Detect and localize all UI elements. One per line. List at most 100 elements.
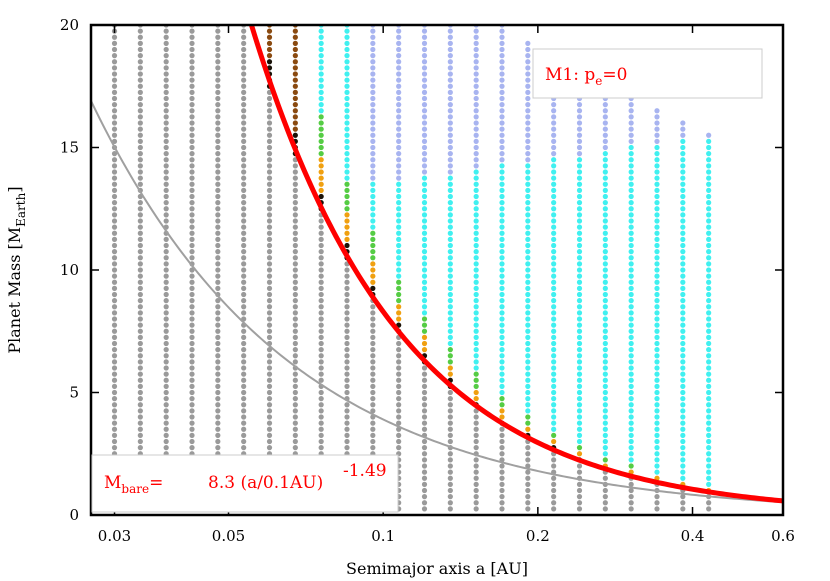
- grid-point: [576, 151, 583, 157]
- grid-point: [576, 500, 583, 506]
- grid-point: [473, 144, 479, 151]
- grid-point: [215, 200, 221, 206]
- grid-point: [318, 359, 324, 365]
- grid-point: [499, 102, 505, 108]
- grid-point: [318, 389, 324, 396]
- grid-point: [344, 371, 350, 377]
- grid-point: [447, 298, 453, 304]
- y-tick-label: 15: [60, 139, 79, 157]
- grid-point: [525, 59, 531, 65]
- grid-point: [654, 457, 660, 463]
- grid-point: [215, 46, 221, 53]
- grid-point: [473, 89, 479, 95]
- grid-point: [292, 53, 298, 59]
- grid-point: [189, 304, 195, 310]
- grid-point: [189, 383, 195, 389]
- grid-point: [499, 304, 505, 310]
- grid-point: [344, 432, 350, 438]
- grid-point: [551, 347, 557, 353]
- grid-point: [396, 359, 402, 365]
- grid-point: [137, 65, 143, 71]
- grid-point: [421, 469, 428, 475]
- y-tick-label: 10: [60, 261, 79, 279]
- grid-point: [654, 151, 660, 157]
- grid-point: [551, 365, 557, 371]
- grid-point: [266, 200, 273, 206]
- grid-point: [473, 432, 479, 438]
- grid-point: [241, 402, 247, 408]
- grid-point: [551, 236, 557, 242]
- grid-point: [344, 414, 350, 420]
- legend-top-right: M1: pe=0: [532, 48, 763, 99]
- grid-point: [654, 408, 660, 414]
- grid-point: [215, 438, 221, 445]
- grid-point: [215, 420, 221, 426]
- grid-point: [111, 310, 118, 316]
- grid-point: [189, 328, 195, 334]
- grid-point: [654, 114, 660, 120]
- grid-point: [370, 438, 376, 445]
- grid-point: [628, 426, 634, 432]
- grid-point: [525, 77, 531, 83]
- grid-point: [706, 236, 712, 242]
- grid-point: [370, 132, 376, 138]
- grid-point: [370, 102, 376, 108]
- grid-point: [318, 304, 324, 310]
- grid-point: [344, 169, 350, 175]
- grid-point: [111, 89, 118, 95]
- grid-point: [525, 114, 531, 120]
- grid-point: [551, 120, 557, 126]
- grid-point: [628, 261, 634, 267]
- grid-point: [473, 163, 479, 169]
- grid-point: [628, 359, 634, 365]
- grid-point: [111, 40, 118, 46]
- grid-point: [318, 114, 324, 120]
- grid-point: [551, 420, 557, 426]
- grid-point: [525, 316, 531, 322]
- grid-point: [499, 126, 505, 132]
- grid-point: [499, 53, 505, 59]
- grid-point: [215, 432, 221, 438]
- grid-point: [706, 200, 712, 206]
- grid-point: [499, 445, 505, 451]
- grid-point: [163, 102, 169, 108]
- grid-point: [266, 224, 273, 230]
- grid-point: [499, 218, 505, 224]
- grid-point: [344, 40, 350, 46]
- grid-point: [111, 347, 118, 353]
- grid-point: [499, 291, 505, 298]
- grid-point: [292, 114, 298, 120]
- grid-point: [344, 163, 350, 169]
- grid-point: [654, 249, 660, 255]
- grid-point: [525, 261, 531, 267]
- grid-point: [266, 181, 273, 187]
- grid-point: [551, 371, 557, 377]
- grid-point: [602, 236, 608, 242]
- grid-point: [602, 377, 608, 383]
- grid-point: [680, 279, 686, 285]
- grid-point: [654, 132, 660, 138]
- grid-point: [189, 353, 195, 359]
- grid-point: [473, 65, 479, 71]
- grid-point: [473, 83, 479, 89]
- grid-point: [111, 359, 118, 365]
- grid-point: [654, 500, 660, 506]
- grid-point: [525, 285, 531, 291]
- grid-point: [499, 451, 505, 457]
- grid-point: [137, 163, 143, 169]
- grid-point: [189, 59, 195, 65]
- grid-point: [447, 420, 453, 426]
- grid-point: [628, 151, 634, 157]
- grid-point: [447, 261, 453, 267]
- grid-point: [163, 169, 169, 175]
- grid-point: [189, 371, 195, 377]
- grid-point: [421, 102, 428, 108]
- grid-point: [680, 126, 686, 132]
- grid-point: [163, 396, 169, 402]
- grid-point: [163, 200, 169, 206]
- grid-point: [602, 494, 608, 500]
- grid-point: [163, 438, 169, 445]
- grid-point: [215, 212, 221, 218]
- grid-point: [111, 187, 118, 193]
- grid-point: [628, 206, 634, 212]
